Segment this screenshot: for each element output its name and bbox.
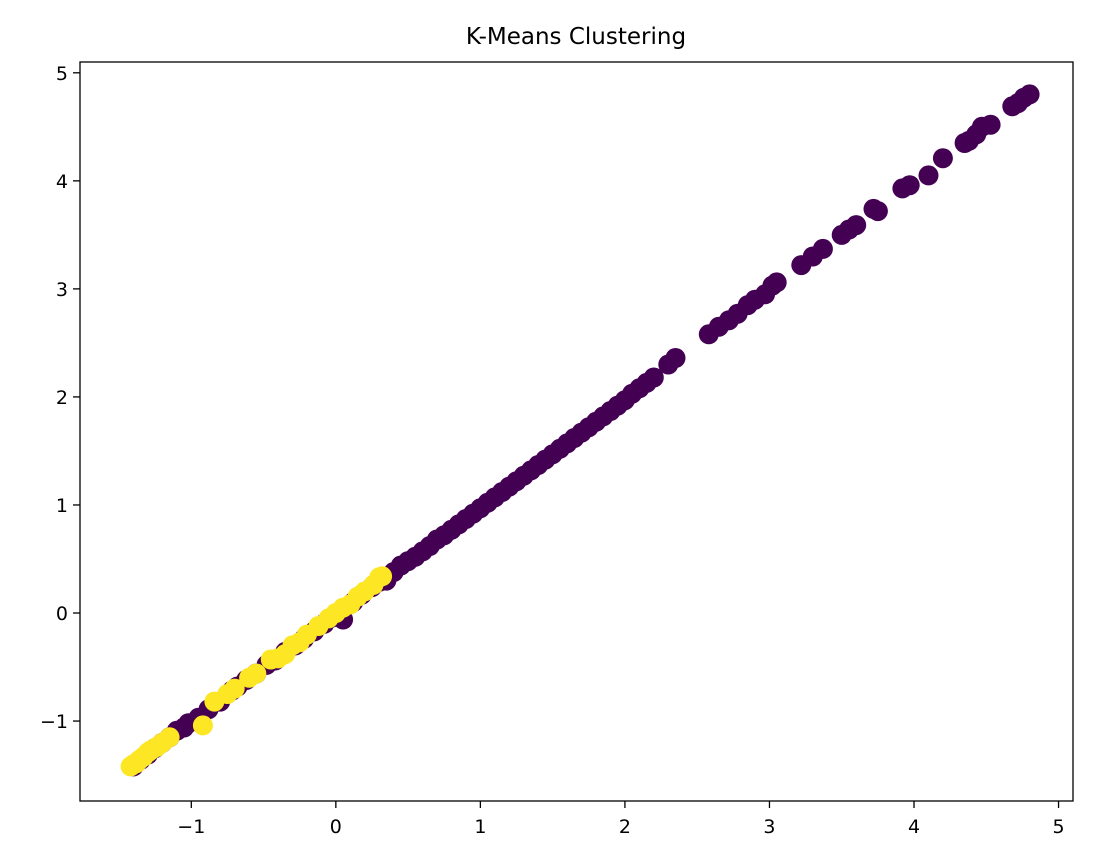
data-point bbox=[932, 148, 953, 169]
data-point bbox=[246, 663, 267, 684]
data-point bbox=[643, 367, 664, 388]
x-axis: −1 0 1 2 3 4 5 bbox=[177, 801, 1065, 838]
chart-title: K-Means Clustering bbox=[466, 24, 686, 50]
plot-frame bbox=[79, 61, 1074, 802]
y-tick-label: 1 bbox=[56, 495, 68, 517]
x-tick-label: 1 bbox=[474, 816, 486, 838]
y-tick-label: 0 bbox=[56, 603, 68, 625]
y-tick-label: 5 bbox=[56, 63, 68, 85]
x-tick-label: 2 bbox=[619, 816, 631, 838]
data-point bbox=[192, 715, 213, 736]
data-point bbox=[1019, 84, 1040, 105]
data-point bbox=[372, 566, 393, 587]
y-tick-label: 2 bbox=[56, 387, 68, 409]
data-point bbox=[766, 272, 787, 293]
data-point bbox=[224, 678, 245, 699]
data-points bbox=[120, 84, 1040, 777]
y-tick-label: −1 bbox=[40, 711, 68, 733]
x-tick-label: 0 bbox=[330, 816, 342, 838]
data-point bbox=[899, 175, 920, 196]
data-point bbox=[665, 348, 686, 368]
data-point bbox=[159, 727, 180, 748]
data-point bbox=[812, 238, 833, 259]
y-tick-label: 3 bbox=[56, 279, 68, 301]
y-axis: −1 0 1 2 3 4 5 bbox=[40, 63, 80, 733]
data-point bbox=[980, 114, 1001, 135]
x-tick-label: 5 bbox=[1052, 816, 1064, 838]
data-point bbox=[867, 201, 888, 222]
x-tick-label: 3 bbox=[763, 816, 775, 838]
data-point bbox=[846, 215, 867, 236]
x-tick-label: 4 bbox=[908, 816, 920, 838]
y-tick-label: 4 bbox=[56, 171, 68, 193]
x-tick-label: −1 bbox=[177, 816, 205, 838]
data-point bbox=[918, 165, 939, 186]
